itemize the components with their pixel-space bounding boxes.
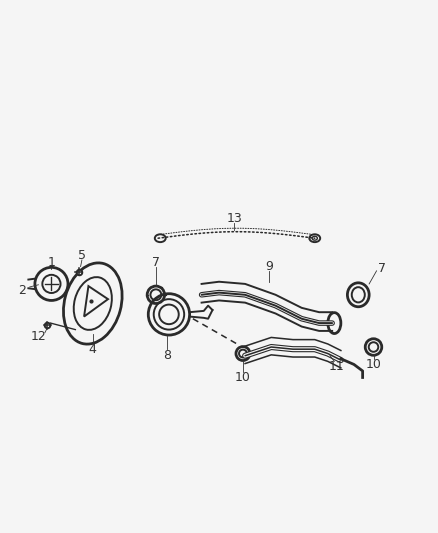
Text: 8: 8 [163,349,171,362]
Text: 5: 5 [78,249,86,262]
Text: 2: 2 [18,284,26,297]
Text: 12: 12 [31,329,46,343]
Text: 7: 7 [378,262,386,275]
Text: 7: 7 [152,256,160,269]
Text: 1: 1 [47,256,55,269]
Text: 10: 10 [366,358,381,371]
Text: 10: 10 [235,371,251,384]
Text: 13: 13 [226,212,242,225]
Text: 11: 11 [328,360,344,373]
Text: 4: 4 [89,343,97,356]
Text: 9: 9 [265,260,273,273]
